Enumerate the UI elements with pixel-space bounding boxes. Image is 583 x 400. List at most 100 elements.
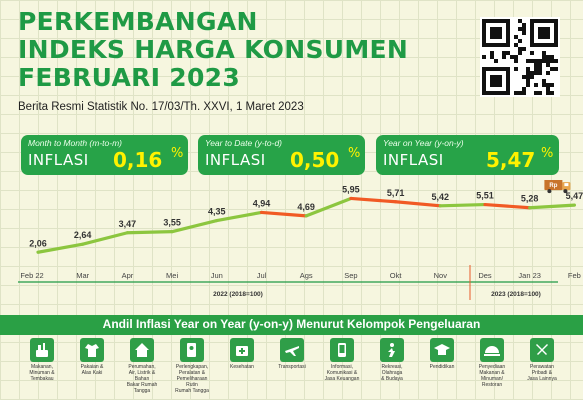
expenditure-group-label-line: Rumah Tangga <box>175 388 209 394</box>
x-tick-label: Feb <box>568 271 581 280</box>
household-equipment-icon <box>180 338 204 362</box>
expenditure-group-label: Kesehatan <box>218 364 266 370</box>
expenditure-group: Makanan, Minuman & Tembakau <box>18 338 66 382</box>
health-icon <box>230 338 254 362</box>
expenditure-group: Rekreasi, Olahraga & Budaya <box>368 338 416 382</box>
truck-badge: Rp <box>549 183 557 189</box>
card-word: INFLASI <box>383 151 444 169</box>
series-segment <box>528 203 577 210</box>
expenditure-group-label-line: Minuman/ <box>481 376 503 382</box>
airplane-icon <box>280 338 304 362</box>
series-segment <box>125 230 174 235</box>
expenditure-group-label: Penyediaan Makanan & Minuman/Restoran <box>468 364 516 388</box>
series-segment <box>483 202 532 210</box>
clothing-icon <box>80 338 104 362</box>
expenditure-group-label-line: Bahan <box>134 376 150 382</box>
card-month-to-month: Month to Month (m-to-m) INFLASI 0,16 % <box>21 135 188 175</box>
card-label: Year on Year (y-on-y) <box>383 138 464 148</box>
report-subtitle: Berita Resmi Statistik No. 17/03/Th. XXV… <box>18 101 304 113</box>
x-tick-label: Sep <box>344 271 357 280</box>
series-segment <box>170 218 219 234</box>
title-line: INDEKS HARGA KONSUMEN <box>18 35 409 64</box>
data-label: 5,47 <box>566 191 583 201</box>
x-tick-label: Apr <box>122 271 134 280</box>
expenditure-group-label-line: Rutin <box>186 382 198 388</box>
expenditure-group-label-line: Tembakau <box>30 376 54 382</box>
expenditure-group-label-line: Jasa Keuangan <box>324 376 360 382</box>
qr-code-icon[interactable] <box>480 17 560 97</box>
data-label: 4,35 <box>208 207 226 217</box>
expenditure-group-label-line: Rekreasi, <box>381 364 403 370</box>
expenditure-group: Pendidikan <box>418 338 466 370</box>
period-label: 2023 (2018=100) <box>491 291 541 298</box>
expenditure-group-label-line: Penyediaan <box>478 364 506 370</box>
card-unit: % <box>541 146 554 161</box>
inflation-line-chart: 2,06 2,64 3,47 3,55 4,35 4,94 4,69 5,95 5,71 5,42… <box>18 180 583 300</box>
x-tick-label: Jun <box>211 271 223 280</box>
expenditure-group-label-line: Air, Listrik & <box>128 370 156 376</box>
phone-icon <box>330 338 354 362</box>
card-label: Year to Date (y-to-d) <box>205 138 283 148</box>
data-label: 5,42 <box>432 192 450 202</box>
x-tick-label: Jul <box>257 271 267 280</box>
expenditure-group: Perumahan, Air, Listrik & Bahan Bakar Rumah… <box>118 338 166 394</box>
data-label: 2,64 <box>74 230 92 240</box>
expenditure-group-label-line: Minuman & <box>29 370 55 376</box>
andil-title-bar <box>0 315 583 335</box>
expenditure-group-label-line: Restoran <box>481 382 503 388</box>
graduation-cap-icon <box>430 338 454 362</box>
expenditure-group-label-line: Peralatan & <box>178 370 206 376</box>
expenditure-group-label: Perawatan Pribadi & Jasa Lainnya <box>518 364 566 382</box>
series-segment <box>438 202 487 208</box>
x-tick-label: Okt <box>390 271 403 280</box>
title-line: PERKEMBANGAN <box>18 7 258 36</box>
data-label: 5,95 <box>342 184 360 194</box>
expenditure-group-label-line: & Budaya <box>381 376 403 382</box>
expenditure-group-label: Pendidikan <box>418 364 466 370</box>
expenditure-group-label-line: Jasa Lainnya <box>527 376 557 382</box>
expenditure-group-label-line: Tangga <box>133 388 151 394</box>
expenditure-group-label: Transportasi <box>268 364 316 370</box>
expenditure-group-label: Perumahan, Air, Listrik & Bahan Bakar Rumah… <box>118 364 166 394</box>
card-year-to-date: Year to Date (y-to-d) INFLASI 0,50 % <box>198 135 365 175</box>
x-tick-label: Mei <box>166 271 178 280</box>
expenditure-group-label-line: Kesehatan <box>230 364 254 370</box>
series-segment <box>259 210 308 218</box>
series-segment <box>304 196 353 218</box>
personal-care-icon <box>530 338 554 362</box>
expenditure-group-label: Pakaian & Alas Kaki <box>68 364 116 376</box>
data-label: 5,51 <box>476 191 494 201</box>
card-label: Month to Month (m-to-m) <box>28 138 122 148</box>
series-segment <box>215 210 264 223</box>
x-tick-label: Des <box>478 271 492 280</box>
data-label: 2,06 <box>29 238 47 248</box>
house-icon <box>130 338 154 362</box>
restaurant-icon <box>480 338 504 362</box>
expenditure-groups: Makanan, Minuman & Tembakau Pakaian & Alas K… <box>18 338 566 400</box>
expenditure-group-label-line: Pemeliharaan <box>176 376 208 382</box>
data-label: 4,69 <box>297 202 315 212</box>
card-word: INFLASI <box>205 151 266 169</box>
x-tick-label: Ags <box>300 271 313 280</box>
x-tick-label: Jan 23 <box>518 271 541 280</box>
expenditure-group: Perlengkapan, Peralatan & Pemeliharaan Ruti… <box>168 338 216 394</box>
expenditure-group: Penyediaan Makanan & Minuman/Restoran <box>468 338 516 388</box>
series-segment <box>36 242 85 254</box>
card-unit: % <box>171 146 184 161</box>
expenditure-group-label-line: Perumahan, <box>128 364 156 370</box>
card-value: 0,50 <box>290 148 340 172</box>
period-label: 2022 (2018=100) <box>213 291 263 298</box>
expenditure-group-label-line: Komunikasi & <box>326 370 358 376</box>
data-label: 4,94 <box>253 198 271 208</box>
report-title: PERKEMBANGAN INDEKS HARGA KONSUMEN FEBRU… <box>18 8 458 92</box>
expenditure-group-label-line: Makanan & <box>479 370 505 376</box>
card-value: 0,16 <box>113 148 163 172</box>
expenditure-group: Informasi, Komunikasi & Jasa Keuangan <box>318 338 366 382</box>
expenditure-group: Transportasi <box>268 338 316 370</box>
expenditure-group: Pakaian & Alas Kaki <box>68 338 116 376</box>
expenditure-group: Perawatan Pribadi & Jasa Lainnya <box>518 338 566 382</box>
series-segment <box>394 200 442 208</box>
expenditure-group-label-line: Perawatan <box>530 364 554 370</box>
expenditure-group-label: Informasi, Komunikasi & Jasa Keuangan <box>318 364 366 382</box>
x-tick-label: Nov <box>434 271 448 280</box>
